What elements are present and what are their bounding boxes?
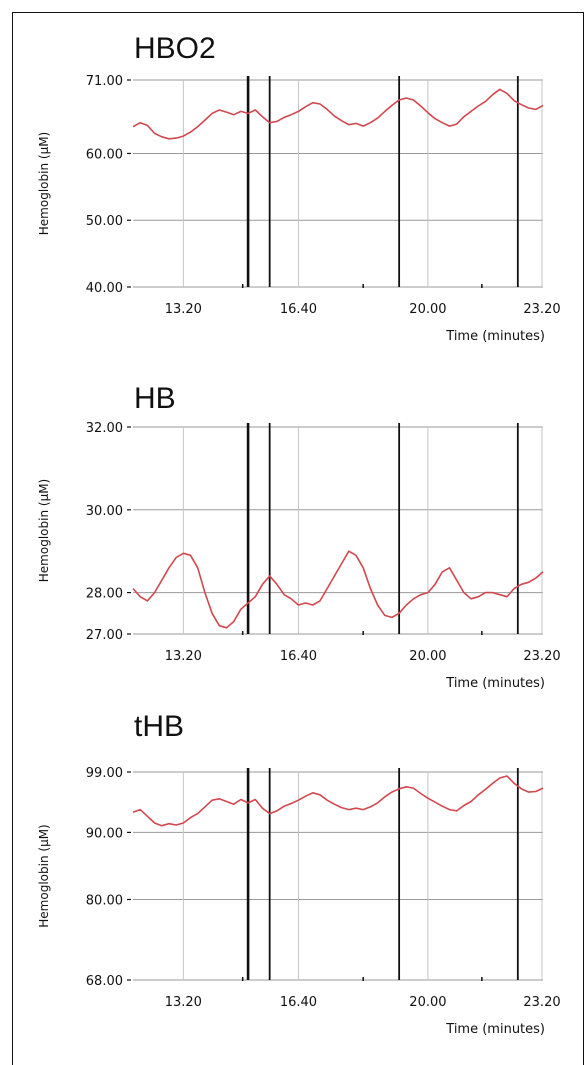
y-tick-label: 68.00 bbox=[86, 974, 123, 989]
x-axis-label: Time (minutes) bbox=[445, 1022, 545, 1037]
x-tick-label: 20.00 bbox=[409, 649, 446, 664]
y-axis-label: Hemoglobin (µM) bbox=[37, 479, 51, 582]
x-tick-label: 16.40 bbox=[280, 649, 317, 664]
y-tick-label: 90.00 bbox=[86, 826, 123, 841]
chart-title-0: HBO2 bbox=[134, 32, 216, 65]
y-tick-label: 80.00 bbox=[86, 893, 123, 908]
y-tick-label: 27.00 bbox=[86, 628, 123, 643]
y-tick-label: 60.00 bbox=[86, 147, 123, 162]
x-tick-label: 23.20 bbox=[523, 649, 560, 664]
x-axis-label: Time (minutes) bbox=[445, 676, 545, 691]
x-tick-label: 20.00 bbox=[409, 995, 446, 1010]
series-line bbox=[132, 550, 544, 629]
y-tick-label: 28.00 bbox=[86, 587, 123, 602]
x-tick-label: 16.40 bbox=[280, 302, 317, 317]
x-tick-label: 20.00 bbox=[409, 302, 446, 317]
series-line bbox=[132, 88, 544, 140]
x-tick-label: 13.20 bbox=[165, 302, 202, 317]
chart-title-1: HB bbox=[134, 382, 176, 415]
x-tick-label: 23.20 bbox=[523, 995, 560, 1010]
x-tick-label: 23.20 bbox=[523, 302, 560, 317]
y-tick-label: 71.00 bbox=[86, 74, 123, 89]
y-axis-label: Hemoglobin (µM) bbox=[37, 132, 51, 235]
y-tick-label: 99.00 bbox=[86, 766, 123, 781]
y-axis-label: Hemoglobin (µM) bbox=[37, 824, 51, 927]
x-tick-label: 16.40 bbox=[280, 995, 317, 1010]
chart-title-2: tHB bbox=[134, 710, 184, 743]
x-axis-label: Time (minutes) bbox=[445, 329, 545, 344]
y-tick-label: 32.00 bbox=[86, 421, 123, 436]
series-line bbox=[132, 775, 544, 827]
y-tick-label: 40.00 bbox=[86, 281, 123, 296]
y-tick-label: 30.00 bbox=[86, 504, 123, 519]
y-tick-label: 50.00 bbox=[86, 214, 123, 229]
x-tick-label: 13.20 bbox=[165, 995, 202, 1010]
x-tick-label: 13.20 bbox=[165, 649, 202, 664]
